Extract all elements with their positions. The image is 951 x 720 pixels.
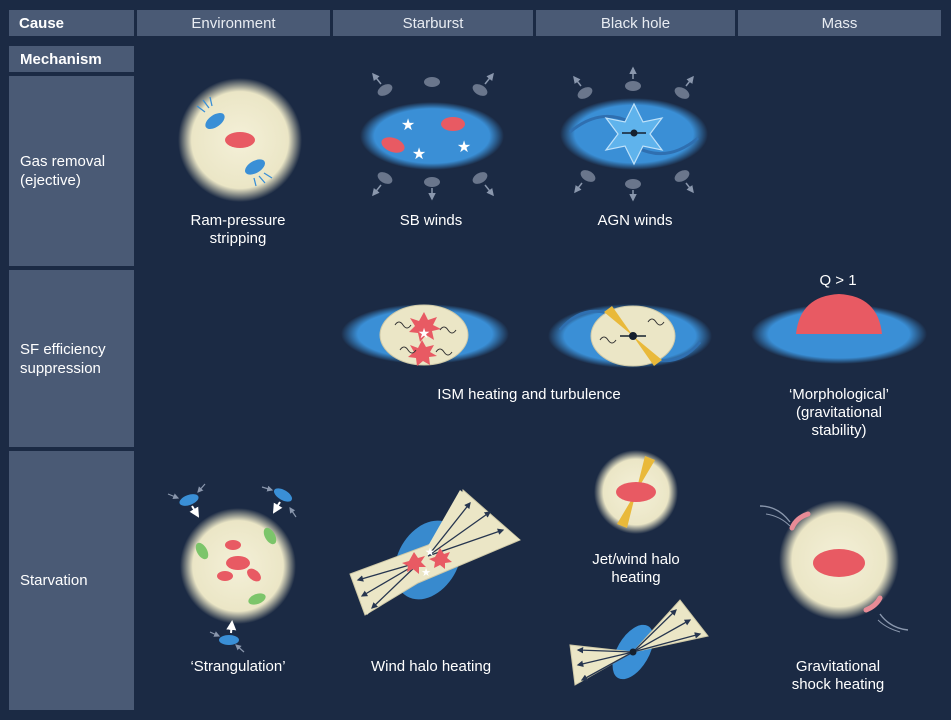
header-mass: Mass: [738, 10, 941, 36]
jet-halo-heating-bicone: [569, 599, 709, 686]
sb-winds-galaxy: ★ ★ ★: [360, 72, 504, 201]
ism-heating-black-hole: [548, 304, 712, 368]
caption-wind-halo-heating: Wind halo heating: [370, 658, 492, 675]
svg-text:★: ★: [401, 117, 415, 134]
svg-text:★: ★: [418, 325, 431, 341]
row-mechanism: Mechanism: [9, 46, 134, 72]
strangulation-galaxy: [167, 483, 297, 653]
svg-text:★: ★: [457, 139, 471, 156]
row-gas-removal: Gas removal (ejective): [9, 76, 134, 266]
ism-heating-starburst: ★: [341, 304, 509, 366]
header-starburst: Starburst: [333, 10, 533, 36]
row-starvation: Starvation: [9, 451, 134, 710]
caption-ram-pressure-stripping: Ram-pressure stripping: [190, 212, 286, 247]
caption-sb-winds: SB winds: [399, 212, 463, 229]
header-environment: Environment: [137, 10, 330, 36]
caption-agn-winds: AGN winds: [597, 212, 673, 229]
caption-gravitational-shock-heating: Gravitational shock heating: [791, 658, 885, 693]
caption-morphological: ‘Morphological’ (gravitational stability…: [788, 386, 890, 439]
ram-pressure-galaxy: [178, 78, 302, 202]
svg-text:★: ★: [425, 545, 436, 559]
caption-jet-wind-halo-heating: Jet/wind halo heating: [592, 551, 680, 586]
agn-winds-galaxy: [560, 66, 708, 202]
morphological-galaxy: [751, 294, 927, 364]
wind-halo-heating: ★ ★: [349, 489, 521, 616]
caption-q-label: Q > 1: [819, 272, 857, 289]
row-sf-efficiency-suppression: SF efficiency suppression: [9, 270, 134, 447]
header-black-hole: Black hole: [536, 10, 735, 36]
svg-text:★: ★: [421, 567, 431, 579]
gravitational-shock-heating: [759, 500, 909, 633]
svg-text:★: ★: [412, 146, 426, 163]
header-cause: Cause: [9, 10, 134, 36]
caption-strangulation: ‘Strangulation’: [190, 658, 286, 675]
caption-ism-heating: ISM heating and turbulence: [437, 386, 621, 403]
jet-halo-heating-sphere: [594, 450, 678, 534]
